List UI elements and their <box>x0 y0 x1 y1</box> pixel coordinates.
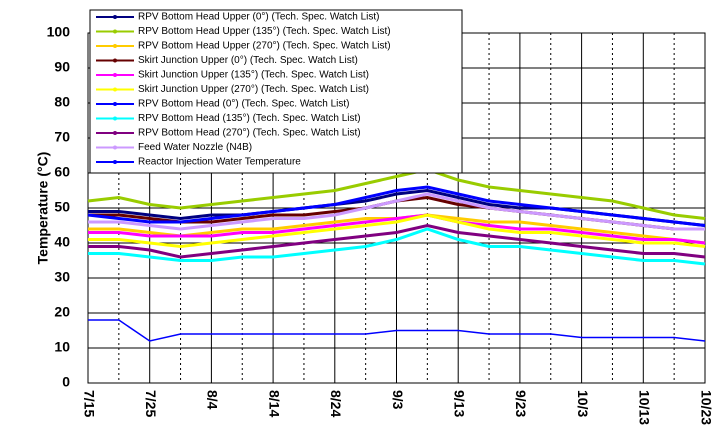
legend-marker <box>113 160 117 164</box>
y-tick-label: 90 <box>54 59 70 75</box>
x-tick-label: 10/13 <box>637 390 653 425</box>
legend-label: RPV Bottom Head (135°) (Tech. Spec. Watc… <box>138 113 361 124</box>
y-tick-label: 100 <box>47 24 71 40</box>
x-tick-label: 7/25 <box>143 390 159 417</box>
y-axis-label: Temperature (°C) <box>35 152 51 265</box>
x-tick-label: 9/13 <box>451 390 467 417</box>
series-line <box>88 319 706 342</box>
y-tick-label: 20 <box>54 304 70 320</box>
legend-label: Skirt Junction Upper (135°) (Tech. Spec.… <box>138 70 369 81</box>
x-tick-label: 9/23 <box>513 390 529 417</box>
y-tick-label: 80 <box>54 94 70 110</box>
series-line <box>88 213 706 245</box>
legend-label: RPV Bottom Head Upper (270°) (Tech. Spec… <box>138 41 391 52</box>
legend-marker <box>113 15 117 19</box>
y-tick-label: 10 <box>54 339 70 355</box>
x-tick-label: 8/4 <box>205 390 221 410</box>
x-tick-label: 10/23 <box>698 390 714 425</box>
x-tick-label: 10/3 <box>575 390 591 417</box>
legend-label: Reactor Injection Water Temperature <box>138 157 301 168</box>
legend: RPV Bottom Head Upper (0°) (Tech. Spec. … <box>89 9 463 174</box>
y-tick-label: 50 <box>54 199 70 215</box>
series-line <box>87 167 706 220</box>
legend-label: RPV Bottom Head (270°) (Tech. Spec. Watc… <box>138 128 361 139</box>
y-tick-label: 0 <box>62 374 70 390</box>
legend-label: RPV Bottom Head Upper (0°) (Tech. Spec. … <box>138 12 380 23</box>
legend-label: RPV Bottom Head (0°) (Tech. Spec. Watch … <box>138 99 349 110</box>
legend-marker <box>113 58 117 63</box>
x-tick-label: 9/3 <box>390 390 406 410</box>
legend-marker <box>113 131 117 135</box>
legend-marker <box>113 145 117 150</box>
y-tick-label: 30 <box>54 269 70 285</box>
legend-label: Skirt Junction Upper (0°) (Tech. Spec. W… <box>138 55 358 66</box>
series-line <box>88 192 705 231</box>
legend-marker <box>113 29 117 34</box>
legend-marker <box>113 73 117 77</box>
legend-marker <box>113 44 117 48</box>
x-tick-label: 7/15 <box>81 390 97 417</box>
legend-label: Feed Water Nozzle (N4B) <box>138 142 252 153</box>
y-tick-label: 60 <box>54 164 70 180</box>
y-tick-label: 40 <box>54 234 70 250</box>
series-line <box>88 223 706 259</box>
series-line <box>88 213 706 249</box>
x-tick-label: 8/24 <box>328 390 344 417</box>
legend-marker <box>113 87 117 92</box>
legend-marker <box>113 102 117 106</box>
y-tick-label: 70 <box>54 129 70 145</box>
legend-box <box>89 9 463 174</box>
legend-label: RPV Bottom Head Upper (135°) (Tech. Spec… <box>138 26 391 37</box>
series-line <box>87 185 706 227</box>
legend-label: Skirt Junction Upper (270°) (Tech. Spec.… <box>138 84 369 95</box>
legend-marker <box>113 116 117 121</box>
x-tick-label: 8/14 <box>266 390 282 417</box>
series-line <box>88 227 706 266</box>
